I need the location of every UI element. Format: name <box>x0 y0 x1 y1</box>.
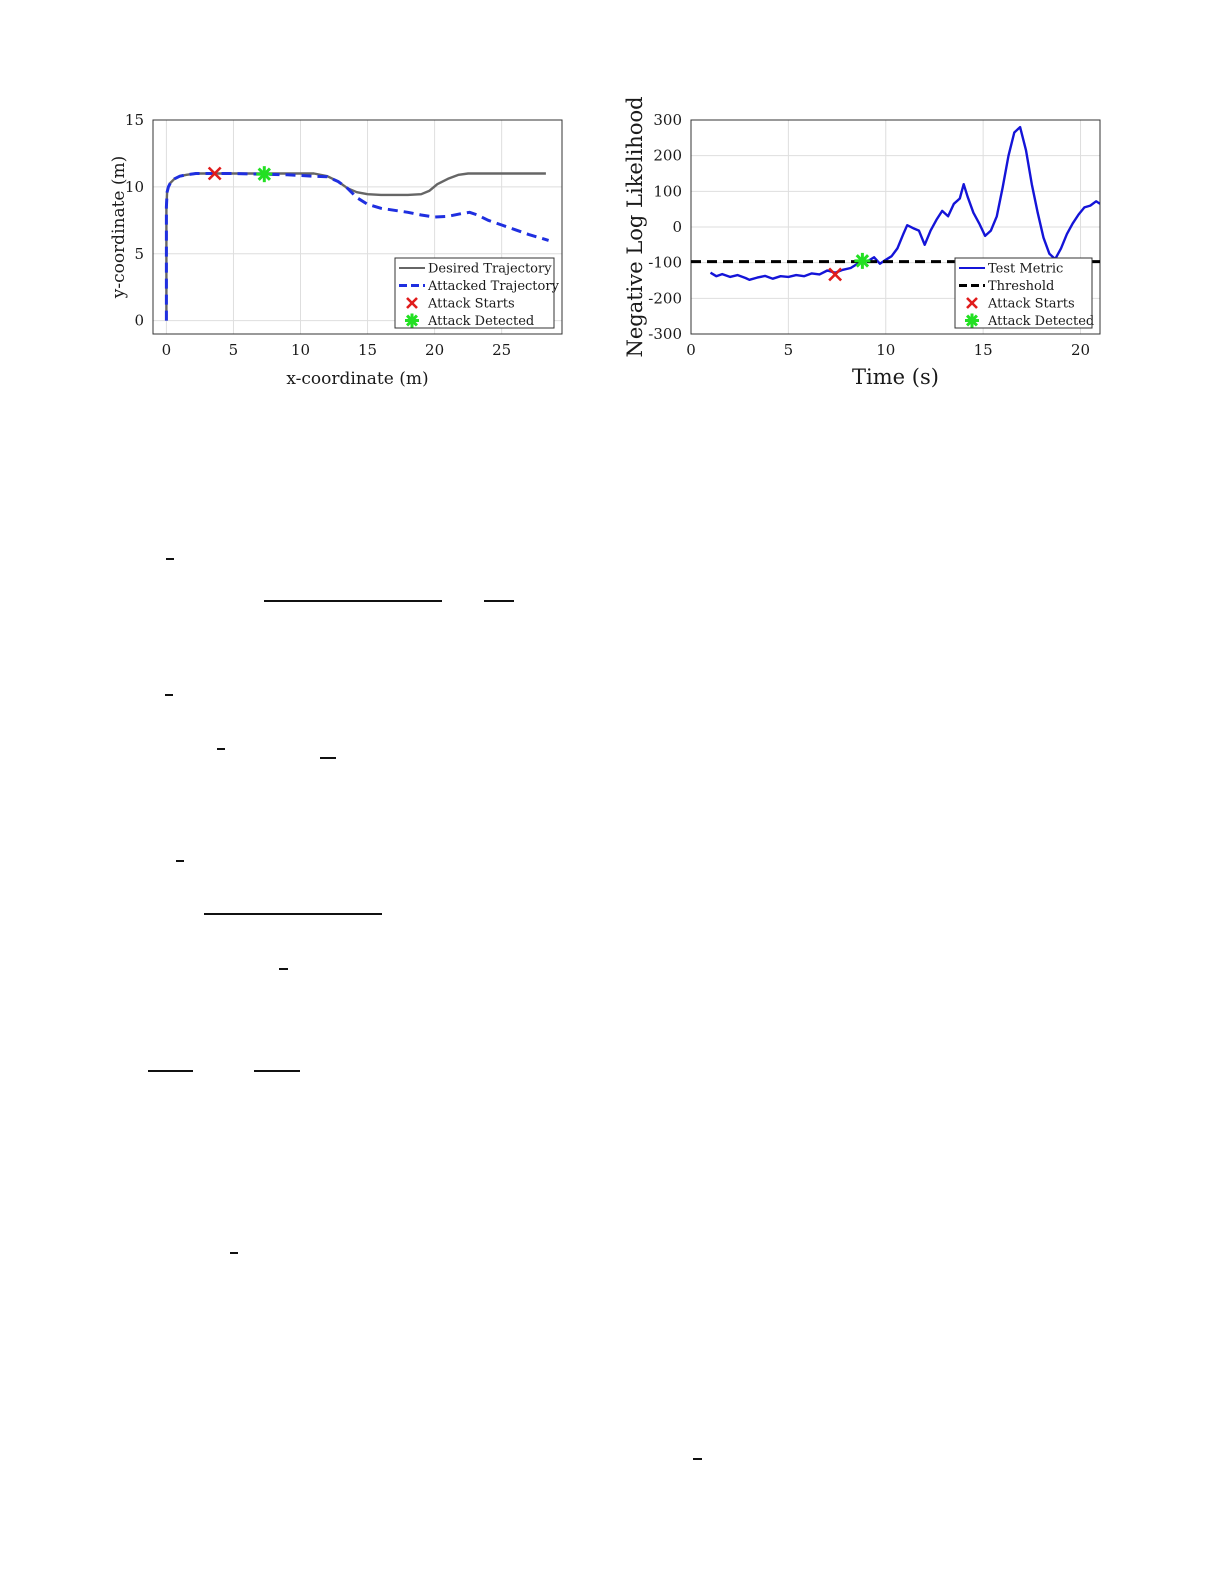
fraction-bar <box>264 600 442 602</box>
x-tick-label: 25 <box>492 341 511 359</box>
rule-mark <box>279 968 288 970</box>
rule-mark <box>165 694 173 696</box>
y-tick-label: 0 <box>672 218 682 236</box>
y-axis-label: Negative Log Likelihood <box>623 96 647 357</box>
marker-attack-starts <box>207 166 222 181</box>
x-tick-label: 10 <box>876 341 895 359</box>
rule-mark <box>166 558 174 560</box>
rule-mark <box>230 1252 238 1254</box>
fraction-bar <box>204 913 382 915</box>
x-tick-label: 20 <box>425 341 444 359</box>
rule-mark <box>176 860 184 862</box>
fraction-bar <box>254 1070 300 1072</box>
plot-frame <box>690 119 1101 335</box>
fraction-bar <box>484 600 514 602</box>
x-tick-label: 0 <box>686 341 696 359</box>
legend-label: Threshold <box>988 279 1054 294</box>
x-tick-label: 15 <box>974 341 993 359</box>
legend-label: Desired Trajectory <box>428 262 552 277</box>
legend-box <box>954 257 1093 329</box>
rule-mark <box>217 748 225 750</box>
marker-attack-detected <box>854 252 871 269</box>
y-tick-label: 10 <box>125 178 144 196</box>
legend-label: Attacked Trajectory <box>427 279 560 294</box>
rule-mark <box>693 1458 702 1460</box>
legend-swatch <box>965 313 979 328</box>
legend: Desired Trajectory Attacked Trajectory Att… <box>394 257 560 329</box>
plot-frame <box>152 119 563 335</box>
y-axis-label: y-coordinate (m) <box>109 156 129 300</box>
plot-area <box>164 172 550 321</box>
rule-mark <box>320 757 336 759</box>
marker-attack-detected <box>256 166 273 183</box>
x-axis-label: x-coordinate (m) <box>286 369 428 389</box>
legend-label: Attack Starts <box>987 297 1075 312</box>
y-tick-label: 5 <box>134 245 144 263</box>
y-tick-label: -300 <box>648 325 682 343</box>
legend-swatch <box>405 313 419 328</box>
x-tick-label: 15 <box>358 341 377 359</box>
likelihood-chart: 0 5 10 15 20 -300 -200 -100 0 100 200 300 Time (s) Ne… <box>623 96 1101 389</box>
marker-attack-starts <box>828 267 843 282</box>
x-tick-label: 20 <box>1071 341 1090 359</box>
plot-area <box>691 125 1100 281</box>
legend-label: Attack Detected <box>987 314 1094 329</box>
y-tick-label: -200 <box>648 289 682 307</box>
y-tick-label: 0 <box>134 312 144 330</box>
legend-swatch <box>966 297 978 309</box>
x-tick-label: 5 <box>229 341 239 359</box>
y-tick-label: 100 <box>653 182 682 200</box>
legend-label: Test Metric <box>988 262 1063 277</box>
y-tick-label: 15 <box>125 111 144 129</box>
x-tick-label: 5 <box>784 341 794 359</box>
legend-box <box>394 257 555 329</box>
series-line-1 <box>164 172 550 321</box>
y-tick-label: 200 <box>653 147 682 165</box>
fraction-bar <box>148 1070 193 1072</box>
legend: Test Metric Threshold Attack Starts Attack … <box>954 257 1094 329</box>
series-line-0 <box>709 125 1100 281</box>
x-axis-label: Time (s) <box>852 365 939 389</box>
legend-label: Attack Detected <box>427 314 534 329</box>
trajectory-chart: 0 5 10 15 20 25 0 5 10 15 x-coordinate (m) y-coordi… <box>109 111 563 389</box>
x-tick-label: 10 <box>291 341 310 359</box>
y-tick-label: -100 <box>648 254 682 272</box>
legend-label: Attack Starts <box>427 297 515 312</box>
legend-swatch <box>406 297 418 309</box>
y-tick-label: 300 <box>653 111 682 129</box>
x-tick-label: 0 <box>162 341 172 359</box>
